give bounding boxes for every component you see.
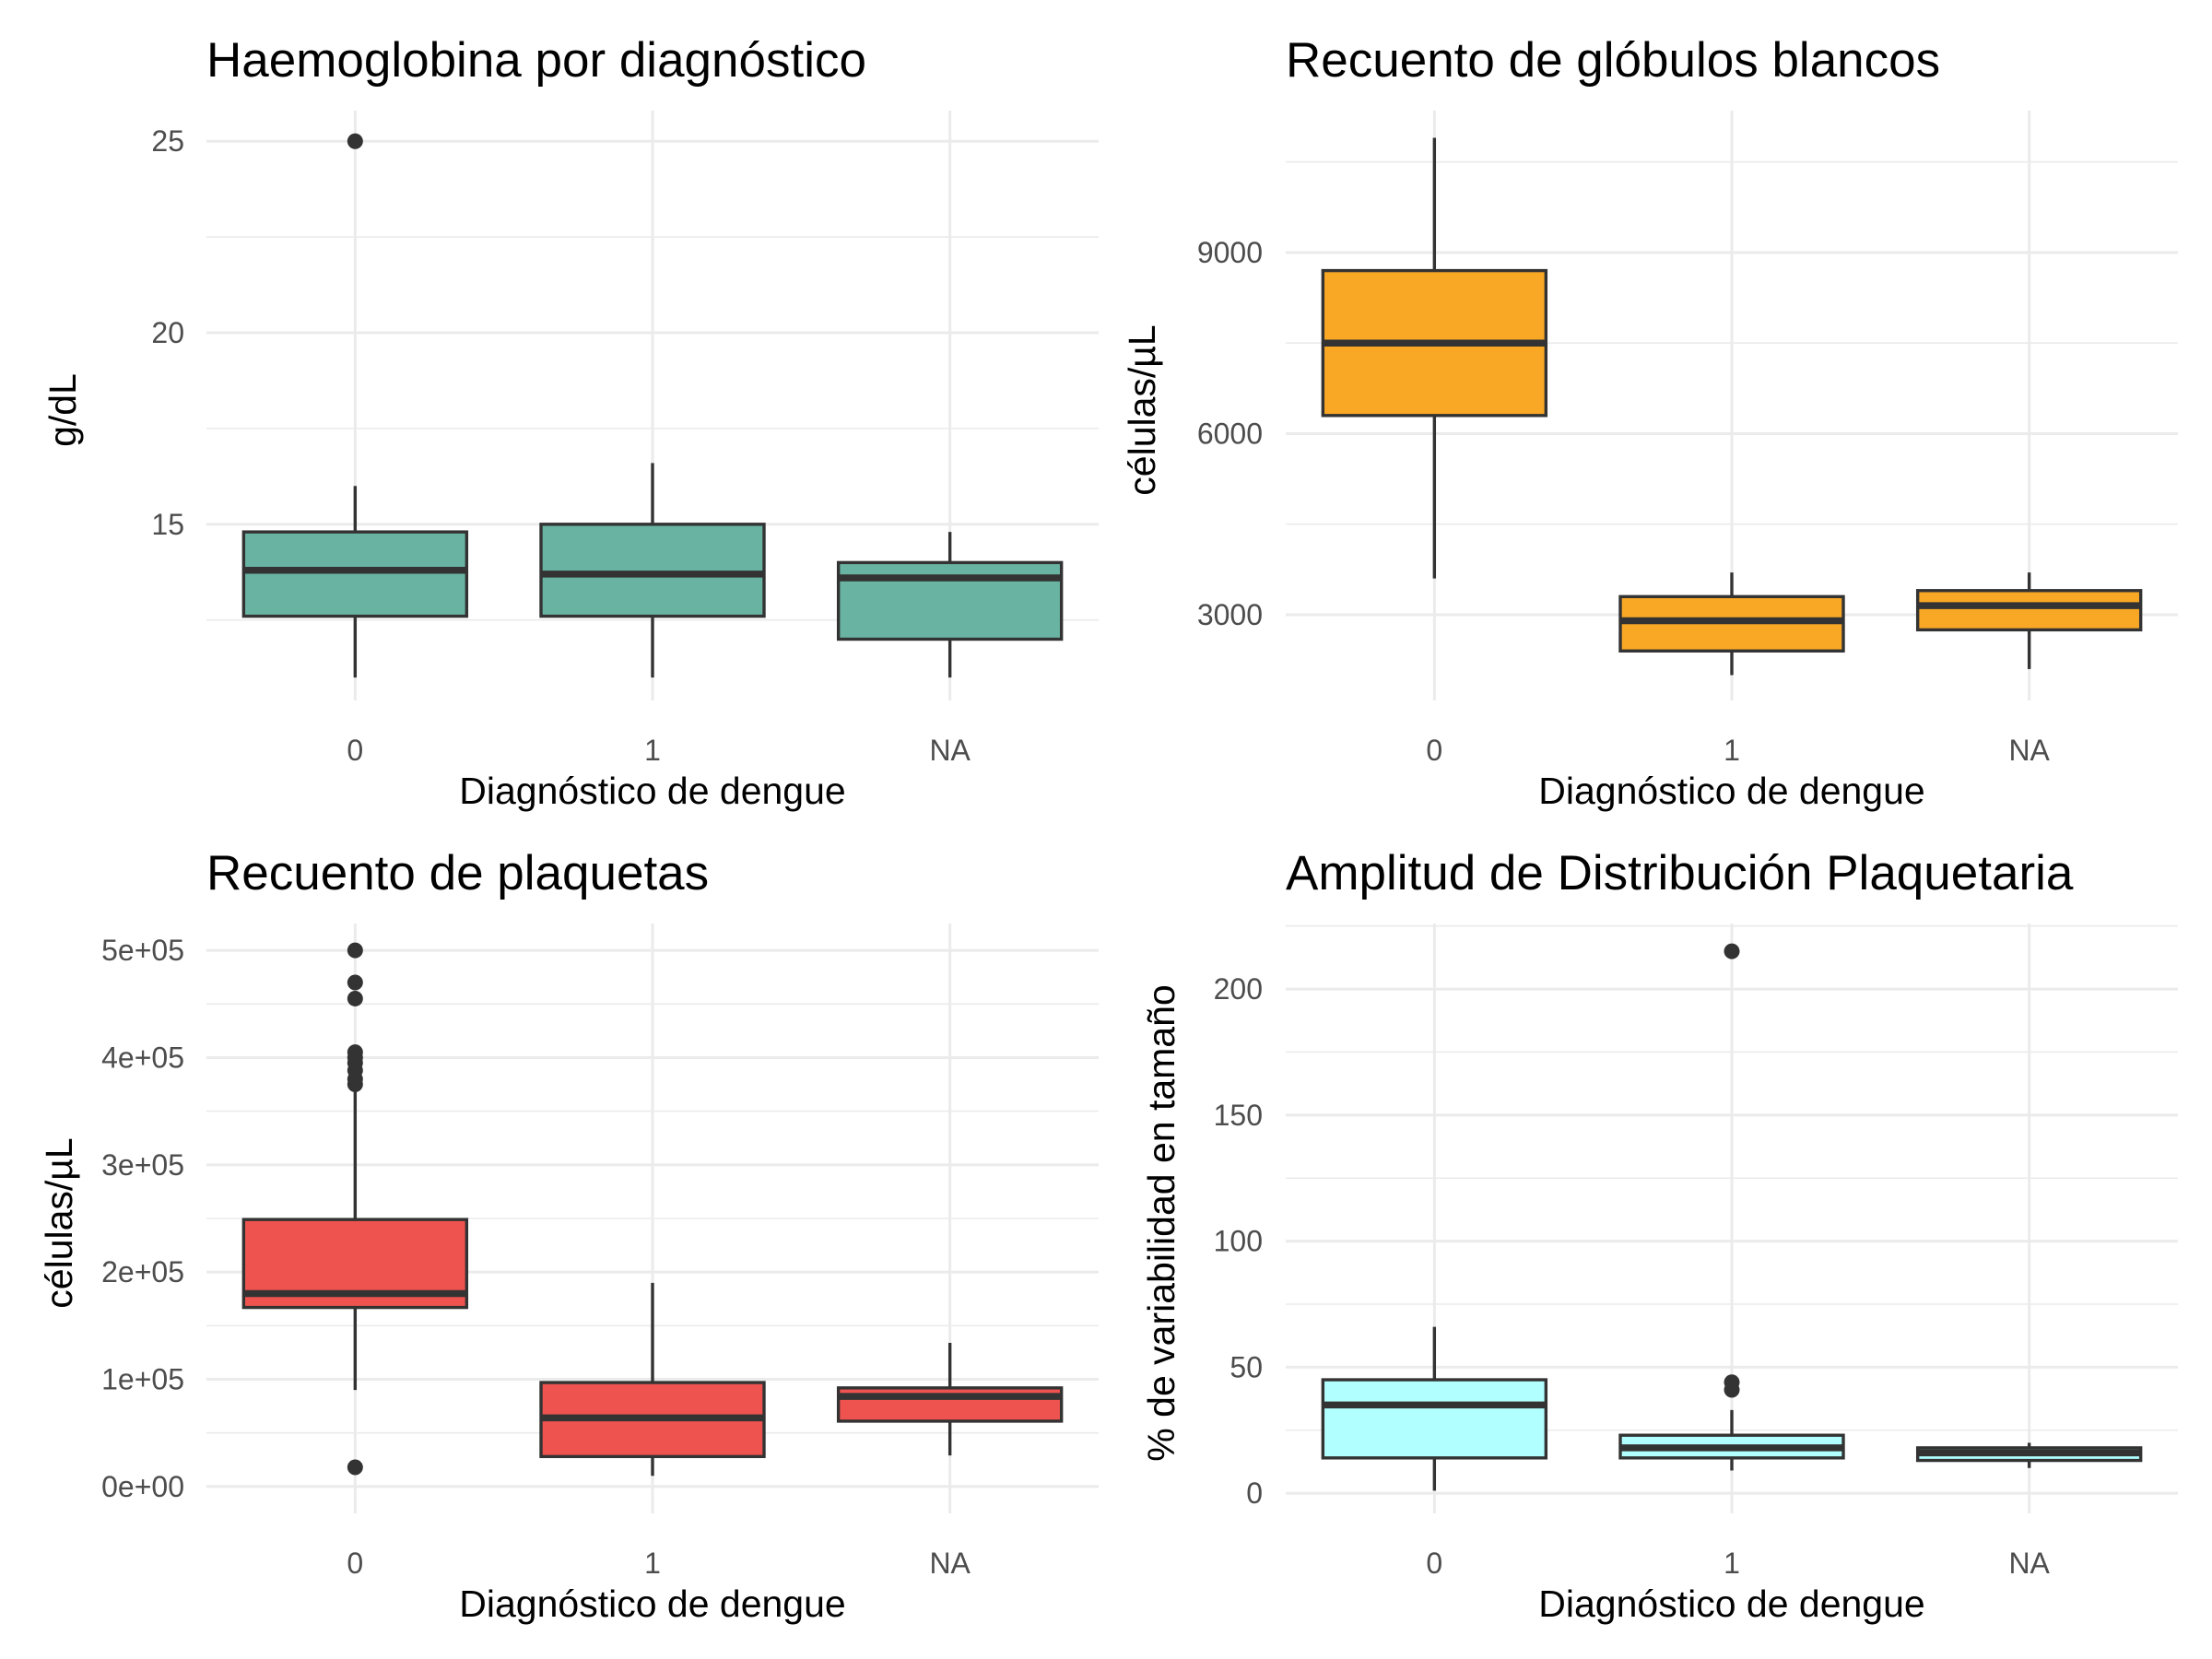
y-tick-label: 15 (151, 508, 184, 541)
chart-title: Recuento de glóbulos blancos (1286, 33, 1940, 88)
x-tick-label: 1 (644, 1547, 661, 1580)
plot-marks (1321, 137, 2143, 676)
x-tick-label: 0 (347, 1547, 363, 1580)
iqr-box (539, 523, 766, 618)
chart-title: Recuento de plaquetas (206, 846, 709, 900)
y-tick-label: 200 (1214, 972, 1263, 1006)
x-tick-label: 0 (1426, 734, 1442, 767)
x-axis-title: Diagnóstico de dengue (459, 1583, 845, 1625)
iqr-box (1915, 589, 2143, 632)
x-tick-label: 1 (1724, 1547, 1740, 1580)
x-tick-label: 1 (644, 734, 661, 767)
x-tick-label: 1 (1724, 734, 1740, 767)
y-axis-title: g/dL (41, 373, 84, 447)
x-tick-label: 0 (347, 734, 363, 767)
x-tick-label: NA (2008, 1547, 2050, 1580)
y-tick-label: 9000 (1197, 236, 1263, 269)
y-tick-label: 50 (1230, 1350, 1263, 1383)
iqr-box (836, 560, 1064, 641)
y-tick-label: 6000 (1197, 417, 1263, 450)
y-tick-label: 1e+05 (101, 1363, 184, 1396)
outlier-point (347, 942, 363, 959)
y-tick-label: 5e+05 (101, 934, 184, 967)
y-axis-title: células/µL (1121, 324, 1163, 495)
plot-marks (241, 942, 1064, 1477)
iqr-box (836, 1386, 1064, 1423)
outlier-point (347, 974, 363, 991)
y-axis-title: células/µL (38, 1137, 80, 1308)
plot-marks (1321, 943, 2143, 1491)
chart-title: Haemoglobina por diagnóstico (206, 33, 866, 88)
y-tick-label: 3000 (1197, 598, 1263, 631)
x-tick-label: 0 (1426, 1547, 1442, 1580)
y-axis-title: % de variabilidad en tamaño (1140, 984, 1182, 1461)
y-tick-label: 25 (151, 124, 184, 158)
x-tick-label: NA (929, 1547, 971, 1580)
outlier-point (347, 1044, 363, 1061)
y-tick-label: 0e+00 (101, 1470, 184, 1503)
panel-white-blood-cells: Recuento de glóbulos blancos Diagnóstico… (1121, 33, 2178, 812)
outlier-point (1724, 1374, 1740, 1391)
panel-haemoglobin: Haemoglobina por diagnóstico Diagnóstico… (41, 33, 1099, 812)
x-tick-label: NA (2008, 734, 2050, 767)
y-tick-label: 3e+05 (101, 1148, 184, 1182)
y-tick-label: 150 (1214, 1099, 1263, 1132)
iqr-box (1321, 1378, 1548, 1460)
x-tick-label: NA (929, 734, 971, 767)
x-axis-title: Diagnóstico de dengue (459, 770, 845, 812)
chart-title: Amplitud de Distribución Plaquetaria (1286, 846, 2074, 900)
outlier-point (347, 1459, 363, 1476)
outlier-point (347, 990, 363, 1006)
panel-platelet-count: Recuento de plaquetas Diagnóstico de den… (38, 846, 1099, 1625)
outlier-point (347, 133, 363, 149)
y-tick-label: 2e+05 (101, 1255, 184, 1288)
outlier-point (1724, 943, 1740, 959)
plot-marks (241, 133, 1064, 678)
iqr-box (241, 530, 469, 618)
y-tick-label: 0 (1246, 1477, 1263, 1510)
x-axis-title: Diagnóstico de dengue (1538, 1583, 1924, 1625)
panel-platelet-distribution-width: Amplitud de Distribución Plaquetaria Dia… (1140, 846, 2178, 1625)
y-tick-label: 4e+05 (101, 1041, 184, 1074)
y-tick-label: 20 (151, 316, 184, 349)
x-axis-title: Diagnóstico de dengue (1538, 770, 1924, 812)
y-tick-label: 100 (1214, 1225, 1263, 1258)
